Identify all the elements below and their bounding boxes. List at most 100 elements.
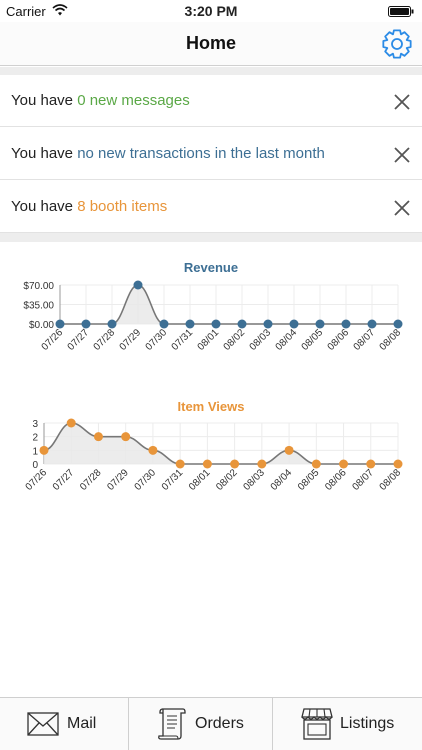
series-area — [60, 285, 398, 324]
data-point — [66, 418, 76, 428]
x-tick-label: 08/07 — [350, 467, 376, 493]
x-tick-label: 08/08 — [378, 467, 404, 493]
x-tick-label: 08/06 — [323, 467, 349, 493]
data-point — [121, 432, 131, 442]
tab-label: Mail — [67, 715, 97, 732]
data-point — [230, 459, 240, 469]
notice-text: You have no new transactions in the last… — [11, 145, 325, 162]
data-point — [211, 319, 221, 329]
data-point — [133, 280, 143, 290]
x-tick-label: 07/30 — [144, 327, 170, 353]
data-point — [175, 459, 185, 469]
separator-strip — [0, 67, 422, 75]
x-tick-label: 07/29 — [105, 467, 131, 493]
tab-label: Orders — [195, 715, 244, 732]
x-tick-label: 08/01 — [187, 467, 213, 493]
data-point — [341, 319, 351, 329]
x-tick-label: 08/08 — [378, 327, 404, 353]
tab-listings[interactable]: Listings — [273, 698, 422, 750]
data-point — [311, 459, 321, 469]
x-tick-label: 07/27 — [51, 467, 77, 493]
data-point — [81, 319, 91, 329]
x-tick-label: 07/28 — [92, 327, 118, 353]
x-tick-label: 08/04 — [269, 467, 295, 493]
x-tick-label: 07/31 — [170, 327, 196, 353]
series-area — [44, 423, 398, 464]
x-tick-label: 08/07 — [352, 327, 378, 353]
page-title: Home — [185, 33, 236, 53]
x-tick-label: 08/01 — [196, 327, 222, 353]
y-tick-label: $35.00 — [23, 301, 54, 312]
notice-highlight: no new transactions in the last month — [77, 145, 325, 162]
data-point — [202, 459, 212, 469]
data-point — [284, 445, 294, 455]
nav-bar: Home — [0, 22, 422, 66]
x-tick-label: 08/04 — [274, 327, 300, 353]
data-point — [93, 432, 103, 442]
data-point — [289, 319, 299, 329]
notice-transactions[interactable]: You have no new transactions in the last… — [0, 128, 422, 180]
receipt-icon — [158, 708, 186, 740]
y-tick-label: 2 — [32, 433, 38, 444]
y-tick-label: 0 — [32, 460, 38, 471]
data-point — [148, 445, 158, 455]
x-tick-label: 07/31 — [160, 467, 186, 493]
x-tick-label: 07/30 — [133, 467, 159, 493]
data-point — [237, 319, 247, 329]
data-point — [315, 319, 325, 329]
x-tick-label: 08/03 — [241, 467, 267, 493]
gear-icon[interactable] — [380, 27, 414, 61]
status-time: 3:20 PM — [184, 3, 238, 19]
close-icon[interactable] — [392, 92, 412, 112]
x-tick-label: 07/26 — [24, 467, 50, 493]
chart-title: Revenue — [184, 260, 238, 275]
data-point — [393, 319, 403, 329]
x-tick-label: 07/28 — [78, 467, 104, 493]
data-point — [39, 445, 49, 455]
status-bar: Carrier 3:20 PM — [0, 0, 422, 22]
data-point — [55, 319, 65, 329]
data-point — [366, 459, 376, 469]
tab-orders[interactable]: Orders — [129, 698, 272, 750]
notice-highlight: 8 booth items — [77, 198, 168, 215]
data-point — [257, 459, 267, 469]
notice-highlight: 0 new messages — [77, 92, 190, 109]
mail-icon — [27, 712, 59, 736]
x-tick-label: 08/05 — [296, 467, 322, 493]
x-tick-label: 08/02 — [214, 467, 240, 493]
close-icon[interactable] — [392, 145, 412, 165]
notice-messages[interactable]: You have 0 new messages — [0, 75, 422, 127]
tab-label: Listings — [340, 715, 395, 732]
x-tick-label: 08/03 — [248, 327, 274, 353]
tab-divider — [128, 698, 129, 750]
notice-booth-items[interactable]: You have 8 booth items — [0, 181, 422, 233]
notice-text: You have 0 new messages — [11, 92, 190, 109]
close-icon[interactable] — [392, 198, 412, 218]
y-tick-label: 1 — [32, 446, 38, 457]
y-tick-label: $0.00 — [29, 320, 54, 331]
tab-mail[interactable]: Mail — [0, 698, 128, 750]
y-tick-label: $70.00 — [23, 281, 54, 292]
wifi-icon — [52, 4, 68, 16]
carrier-label: Carrier — [6, 4, 46, 19]
data-point — [185, 319, 195, 329]
tab-divider — [272, 698, 273, 750]
battery-icon — [388, 6, 414, 17]
data-point — [159, 319, 169, 329]
storefront-icon — [301, 708, 333, 740]
data-point — [263, 319, 273, 329]
notice-text: You have 8 booth items — [11, 198, 168, 215]
chart-title: Item Views — [178, 399, 245, 414]
y-tick-label: 3 — [32, 419, 38, 430]
x-tick-label: 08/06 — [326, 327, 352, 353]
data-point — [339, 459, 349, 469]
data-point — [367, 319, 377, 329]
x-tick-label: 07/27 — [66, 327, 92, 353]
separator-strip — [0, 233, 422, 242]
data-point — [107, 319, 117, 329]
x-tick-label: 07/29 — [118, 327, 144, 353]
tab-bar: Mail Orders Listings — [0, 697, 422, 750]
x-tick-label: 08/02 — [222, 327, 248, 353]
